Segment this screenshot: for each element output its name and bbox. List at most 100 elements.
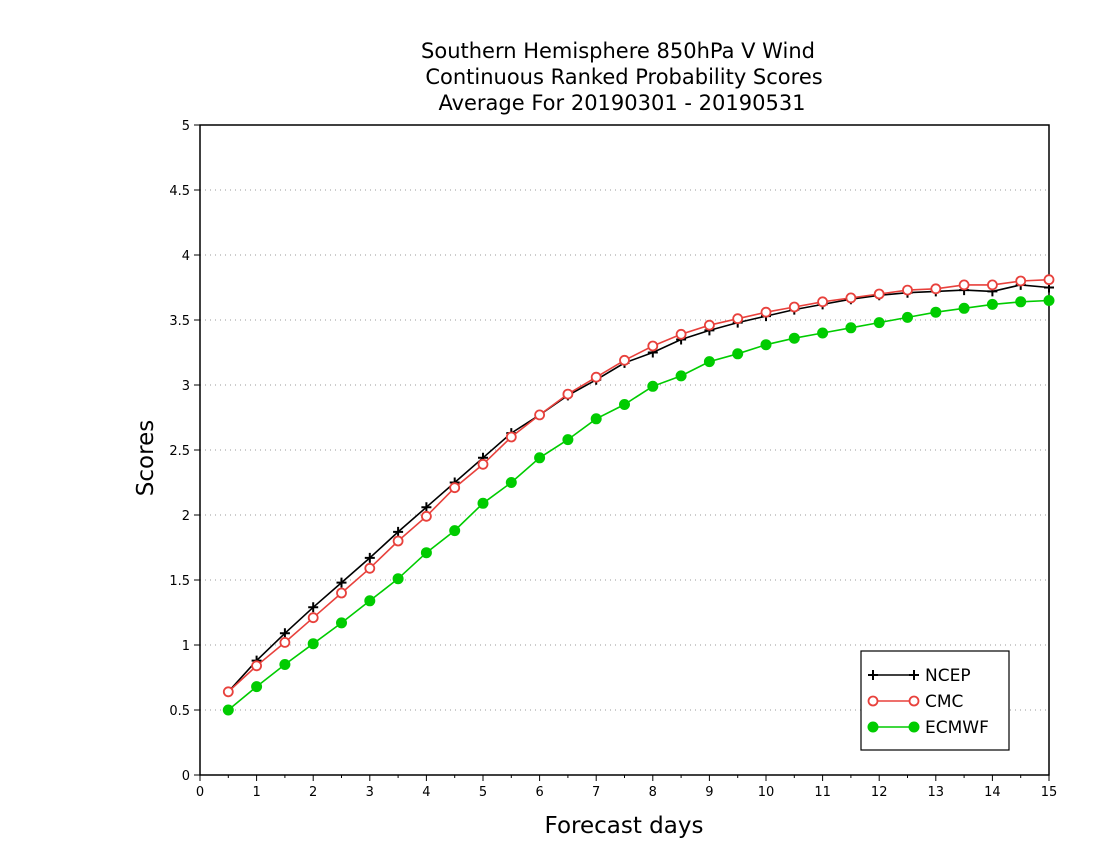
data-point-ecmwf [364,595,376,607]
data-point-ecmwf [307,638,319,650]
legend: NCEP CMC ECMWF [860,650,1010,751]
grid [200,189,1049,711]
y-tick-label: 1.5 [169,574,190,589]
legend-label-ncep: NCEP [925,666,971,686]
series-ncep [223,279,1054,697]
data-point-ecmwf [760,339,772,351]
data-point-cmc [760,306,772,318]
x-tick-label: 5 [479,785,487,800]
y-tick-label: 3.5 [169,314,190,329]
data-point-cmc [732,313,744,325]
x-tick-label: 10 [758,785,775,800]
data-point-ecmwf [449,525,461,537]
y-tick-label: 0.5 [169,704,190,719]
data-point-cmc [845,292,857,304]
y-tick-label: 5 [182,119,190,134]
chart-title-line-1: Southern Hemisphere 850hPa V Wind [421,39,815,63]
legend-item-ecmwf: ECMWF [867,718,989,738]
data-point-cmc [392,535,404,547]
chart-title-line-3: Average For 20190301 - 20190531 [438,91,805,115]
legend-label-ecmwf: ECMWF [925,718,989,738]
data-point-cmc [477,458,489,470]
y-tick-label: 4 [182,249,190,264]
data-point-ecmwf [222,704,234,716]
data-point-ecmwf [817,327,829,339]
x-tick-label: 12 [871,785,888,800]
chart-title-line-2: Continuous Ranked Probability Scores [425,65,822,89]
data-point-ecmwf [986,298,998,310]
data-point-ecmwf [562,434,574,446]
x-tick-label: 0 [196,785,204,800]
data-point-ecmwf [902,311,913,323]
data-point-cmc [675,328,687,340]
data-point-ecmwf [336,617,347,629]
x-tick-label: 14 [984,785,1001,800]
data-point-ecmwf [477,497,489,509]
legend-item-ncep: NCEP [868,666,971,686]
legend-label-cmc: CMC [925,692,963,712]
data-point-cmc [449,482,461,494]
series-ecmwf [222,295,1055,716]
data-point-ecmwf [732,348,744,360]
data-point-cmc [619,354,630,366]
data-point-ecmwf [619,399,630,410]
data-point-cmc [1043,274,1055,286]
data-point-ecmwf [930,306,942,318]
data-point-ecmwf [590,413,602,425]
y-axis-title: Scores [133,420,159,496]
series-line-ncep [227,284,1050,693]
x-tick-label: 8 [649,785,657,800]
y-tick-label: 0 [182,769,190,784]
data-point-cmc [251,660,263,672]
data-point-cmc [1015,275,1027,287]
x-tick-label: 4 [422,785,430,800]
legend-marker [909,670,919,680]
data-point-ecmwf [845,322,857,334]
x-tick-label: 15 [1041,785,1058,800]
data-point-ecmwf [703,356,715,368]
data-point-ecmwf [647,380,659,392]
legend-marker [867,695,879,707]
x-tick-label: 1 [252,785,260,800]
data-point-ecmwf [675,370,687,382]
data-point-cmc [364,562,376,574]
y-tick-label: 4.5 [169,184,190,199]
series-cmc [222,274,1055,698]
data-point-ecmwf [505,477,517,488]
data-point-ecmwf [251,681,263,693]
data-point-cmc [534,409,545,421]
data-point-cmc [987,279,998,291]
data-point-cmc [590,371,602,383]
data-point-cmc [788,301,800,313]
x-tick-label: 2 [309,785,317,800]
data-point-ecmwf [392,573,404,585]
data-point-ncep [421,502,432,513]
data-point-ecmwf [534,452,546,464]
data-point-cmc [505,431,517,443]
series-line-cmc [227,278,1050,693]
data-point-ecmwf [1015,296,1027,308]
data-point-ecmwf [1043,295,1055,306]
data-point-ecmwf [279,659,291,670]
y-tick-label: 1 [182,639,190,654]
data-point-ecmwf [788,332,800,344]
data-point-cmc [420,510,432,522]
data-point-cmc [279,637,291,648]
data-point-cmc [958,279,970,291]
axes: 00.511.522.533.544.550 1 2 3 4 5 6 7 8 9 10 11 12 13 1… [169,119,1057,800]
data-point-ecmwf [958,302,970,314]
data-point-ecmwf [420,547,432,559]
legend-marker [867,721,879,733]
data-point-cmc [647,340,659,352]
data-point-ncep [393,526,404,537]
data-point-cmc [562,388,574,400]
x-axis-title: Forecast days [545,813,704,839]
data-point-cmc [307,612,319,624]
data-point-cmc [873,288,885,300]
legend-marker [908,695,920,707]
data-point-ncep [279,628,290,639]
x-tick-label: 9 [705,785,713,800]
x-tick-label: 13 [928,785,945,800]
y-tick-label: 3 [182,379,190,394]
